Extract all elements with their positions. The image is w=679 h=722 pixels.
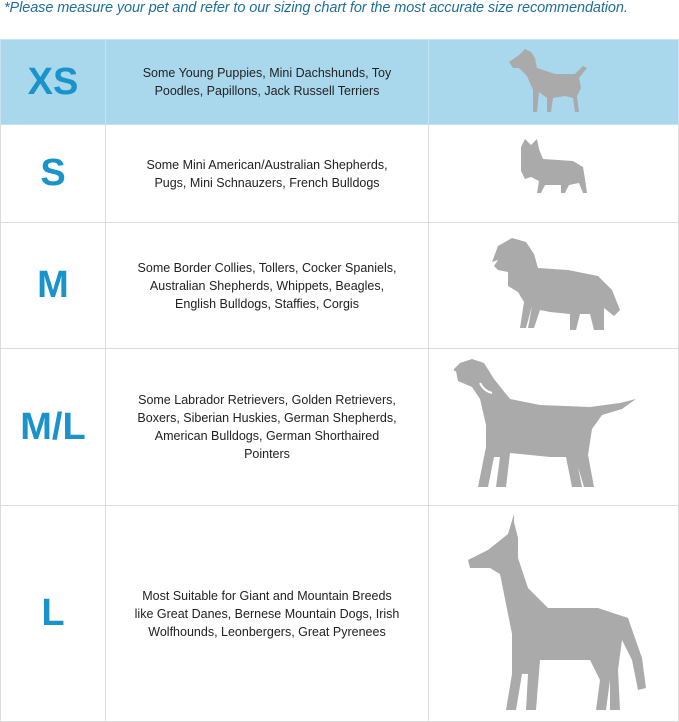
breed-description: Most Suitable for Giant and Mountain Bre…	[134, 588, 400, 639]
size-row-m: M Some Border Collies, Tollers, Cocker S…	[0, 222, 679, 349]
great-dane-silhouette-icon	[428, 505, 679, 722]
size-label: M/L	[0, 348, 106, 506]
spaniel-silhouette-icon	[428, 222, 679, 349]
size-label: L	[0, 505, 106, 722]
small-dog-silhouette-icon	[428, 39, 679, 125]
size-label: M	[0, 222, 106, 349]
size-row-s: S Some Mini American/Australian Shepherd…	[0, 124, 679, 223]
size-chart-table: XS Some Young Puppies, Mini Dachshunds, …	[0, 39, 679, 722]
labrador-silhouette-icon	[428, 348, 679, 506]
breed-description: Some Young Puppies, Mini Dachshunds, Toy…	[142, 66, 392, 98]
size-row-xs: XS Some Young Puppies, Mini Dachshunds, …	[0, 39, 679, 125]
breed-description: Some Labrador Retrievers, Golden Retriev…	[137, 393, 397, 461]
size-row-l: L Most Suitable for Giant and Mountain B…	[0, 505, 679, 722]
breed-description: Some Border Collies, Tollers, Cocker Spa…	[137, 260, 397, 311]
size-label: S	[0, 124, 106, 223]
size-label: XS	[0, 39, 106, 125]
breed-description: Some Mini American/Australian Shepherds,…	[146, 157, 388, 190]
sizing-note: *Please measure your pet and refer to ou…	[4, 0, 628, 16]
french-bulldog-silhouette-icon	[428, 124, 679, 223]
size-row-m-l: M/L Some Labrador Retrievers, Golden Ret…	[0, 348, 679, 506]
